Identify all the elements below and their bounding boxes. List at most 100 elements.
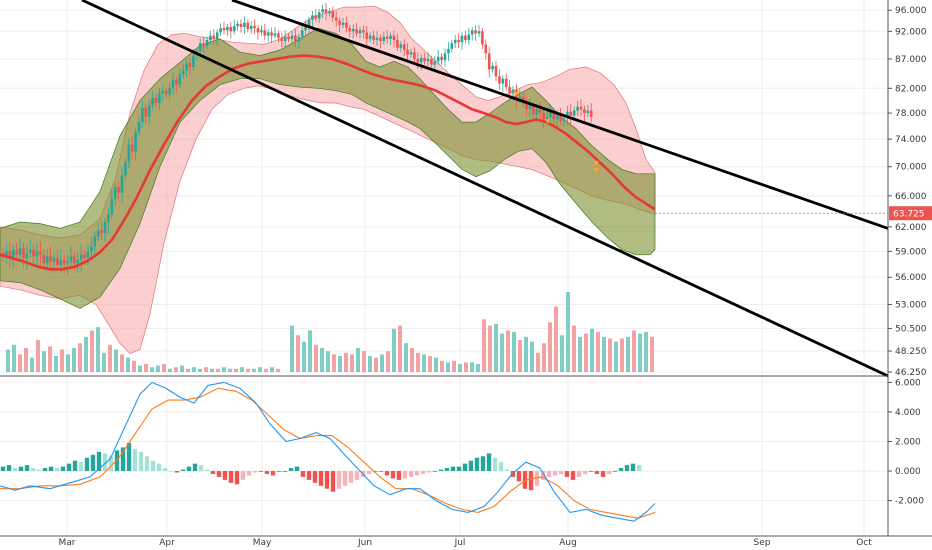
- volume-bar: [572, 325, 576, 372]
- candle-body: [73, 256, 76, 264]
- candle-body: [59, 259, 63, 266]
- volume-bar: [620, 338, 624, 372]
- volume-bar: [54, 356, 58, 372]
- candle-body: [45, 256, 49, 264]
- volume-bar: [422, 354, 426, 372]
- candle-body: [501, 78, 505, 84]
- macd-histogram-bar: [462, 463, 468, 472]
- candle-body: [110, 198, 114, 215]
- candle-body: [450, 43, 454, 49]
- volume-bar: [386, 351, 390, 372]
- macd-histogram-bar: [384, 471, 390, 476]
- macd-histogram-bar: [90, 454, 96, 472]
- candle-body: [559, 115, 562, 121]
- candle-body: [362, 30, 365, 33]
- candle-body: [273, 33, 277, 36]
- candle-body: [93, 236, 97, 247]
- volume-bar: [530, 341, 534, 372]
- volume-bar: [452, 360, 456, 372]
- volume-bar: [608, 338, 612, 372]
- candle-body: [164, 90, 168, 95]
- macd-histogram-bar: [348, 471, 354, 483]
- macd-signal-line: [0, 387, 656, 519]
- macd-panel: [0, 375, 888, 522]
- volume-bar: [548, 322, 552, 372]
- candle-body: [535, 109, 539, 115]
- candle-body: [382, 36, 386, 42]
- volume-bar: [12, 344, 16, 372]
- macd-histogram-bar: [174, 471, 180, 473]
- candle-body: [18, 248, 22, 255]
- macd-histogram-bar: [78, 462, 84, 472]
- candle-body: [470, 30, 474, 35]
- macd-histogram-bar: [450, 466, 456, 472]
- volume-bar: [168, 368, 172, 372]
- candle-body: [487, 53, 491, 70]
- candle-body: [266, 32, 270, 36]
- signal-marker: [593, 160, 599, 166]
- candle-body: [171, 79, 175, 89]
- macd-histogram-bar: [42, 468, 48, 472]
- candle-body: [263, 30, 267, 36]
- volume-bar: [290, 325, 294, 372]
- candle-body: [188, 63, 192, 68]
- macd-histogram-bar: [468, 460, 474, 472]
- candle-body: [419, 57, 423, 63]
- macd-histogram-bar: [12, 468, 18, 472]
- volume-bar: [84, 336, 88, 372]
- volume-bar: [458, 364, 462, 372]
- volume-bar: [566, 292, 570, 372]
- candle-body: [290, 35, 294, 39]
- candle-body: [215, 32, 219, 39]
- macd-histogram-bar: [624, 465, 630, 472]
- candle-body: [583, 109, 586, 114]
- macd-histogram-bar: [480, 456, 486, 472]
- candle-body: [453, 39, 457, 44]
- volume-bar: [344, 352, 348, 372]
- macd-histogram-bar: [498, 462, 504, 472]
- trendline-lower: [81, 0, 889, 378]
- volume-bar: [320, 348, 324, 372]
- candle-body: [8, 251, 12, 259]
- candle-body: [436, 56, 440, 62]
- last-price-badge: [889, 206, 932, 221]
- volume-bar: [222, 367, 226, 372]
- candle-body: [137, 122, 141, 133]
- macd-histogram-bar: [162, 468, 168, 472]
- candle-body: [5, 251, 8, 257]
- volume-bar: [470, 362, 474, 372]
- month-tick-label: Aug: [559, 538, 577, 548]
- candle-body: [90, 246, 93, 252]
- macd-histogram-bar: [330, 471, 336, 492]
- macd-histogram-bar: [258, 471, 264, 472]
- candle-body: [192, 55, 195, 68]
- candle-body: [521, 96, 525, 102]
- candle-body: [256, 28, 260, 33]
- price-tick-label: 82.000: [895, 84, 927, 94]
- candle-body: [300, 30, 304, 37]
- candle-body: [399, 44, 403, 48]
- candle-body: [317, 12, 321, 19]
- candle-body: [328, 11, 331, 14]
- candle-body: [566, 111, 569, 119]
- macd-histogram-bar: [606, 471, 612, 474]
- volume-bar: [30, 357, 34, 372]
- volume-bar: [464, 362, 468, 372]
- macd-histogram-bar: [612, 471, 618, 472]
- candle-body: [100, 230, 103, 234]
- candle-body: [467, 34, 471, 40]
- price-tick-label: 48.250: [895, 347, 927, 357]
- macd-histogram-bar: [24, 465, 30, 472]
- candle-body: [311, 15, 314, 20]
- macd-histogram-bar: [474, 457, 480, 472]
- volume-bar: [446, 362, 450, 372]
- candle-body: [205, 39, 209, 46]
- macd-histogram-bar: [30, 468, 36, 472]
- candle-body: [28, 249, 32, 254]
- macd-histogram-bar: [456, 466, 462, 472]
- candle-body: [22, 248, 25, 259]
- macd-histogram-bar: [588, 471, 594, 472]
- macd-tick-label: 6.000: [895, 378, 921, 388]
- macd-histogram-bar: [372, 471, 378, 472]
